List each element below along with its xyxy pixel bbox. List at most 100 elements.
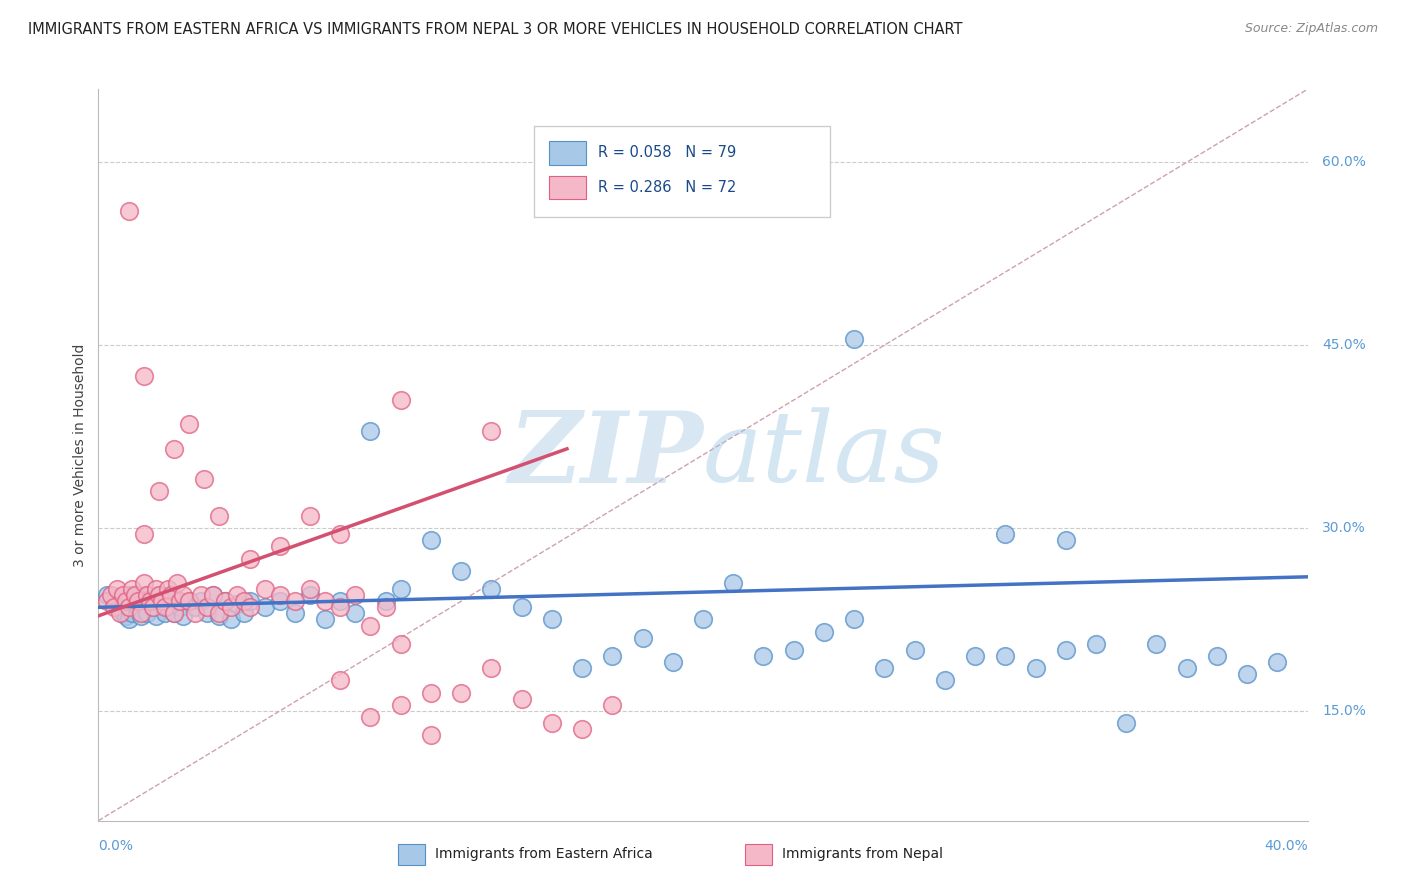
Point [360, 618, 382, 632]
Point [153, 607, 176, 621]
Point [904, 643, 927, 657]
Point [169, 600, 191, 615]
Point [965, 649, 987, 664]
Point [420, 728, 443, 742]
Text: atlas: atlas [703, 408, 946, 502]
Point [202, 588, 225, 602]
Point [420, 533, 443, 548]
Point [299, 508, 322, 523]
Text: R = 0.058   N = 79: R = 0.058 N = 79 [598, 145, 737, 161]
Point [118, 588, 141, 602]
Point [100, 588, 122, 602]
Point [269, 539, 291, 553]
Point [190, 594, 212, 608]
Point [202, 588, 225, 602]
Point [389, 698, 412, 712]
Text: 60.0%: 60.0% [1322, 155, 1367, 169]
Point [179, 417, 201, 432]
Point [208, 608, 231, 623]
Point [783, 643, 806, 657]
Point [1085, 637, 1108, 651]
Point [844, 332, 866, 346]
Point [1236, 667, 1258, 681]
Point [132, 588, 155, 602]
Point [172, 608, 194, 623]
Point [163, 442, 186, 456]
Point [153, 600, 176, 615]
Point [1054, 643, 1077, 657]
Point [314, 594, 336, 608]
Point [232, 607, 254, 621]
Point [344, 588, 367, 602]
Point [103, 600, 125, 615]
Point [344, 607, 367, 621]
Point [239, 594, 262, 608]
Text: Immigrants from Eastern Africa: Immigrants from Eastern Africa [434, 847, 652, 862]
Point [723, 576, 745, 591]
Point [163, 607, 186, 621]
Point [571, 661, 593, 675]
Point [135, 588, 157, 602]
Point [96, 594, 118, 608]
Point [284, 594, 307, 608]
Point [156, 600, 179, 615]
Point [221, 613, 243, 627]
Point [450, 686, 472, 700]
Point [661, 655, 683, 669]
Point [166, 576, 188, 591]
Point [118, 613, 141, 627]
Point [631, 631, 654, 645]
Point [103, 594, 125, 608]
Point [253, 582, 276, 596]
Point [160, 588, 183, 602]
Point [360, 424, 382, 438]
Point [1144, 637, 1167, 651]
Point [329, 527, 352, 541]
Point [179, 594, 201, 608]
Point [329, 600, 352, 615]
Point [184, 600, 207, 615]
Point [118, 204, 141, 219]
Text: 0.0%: 0.0% [98, 838, 134, 853]
Point [114, 608, 136, 623]
Point [232, 594, 254, 608]
Text: R = 0.286   N = 72: R = 0.286 N = 72 [598, 179, 737, 194]
Point [239, 551, 262, 566]
Point [135, 607, 157, 621]
Point [142, 600, 165, 615]
Point [129, 607, 152, 621]
Point [166, 594, 188, 608]
Text: 40.0%: 40.0% [1264, 838, 1308, 853]
Point [299, 582, 322, 596]
Text: ZIP: ZIP [508, 407, 703, 503]
Point [114, 594, 136, 608]
FancyBboxPatch shape [550, 176, 586, 199]
Point [450, 564, 472, 578]
Point [127, 594, 149, 608]
Text: Immigrants from Nepal: Immigrants from Nepal [782, 847, 942, 862]
Point [108, 600, 131, 615]
Text: 45.0%: 45.0% [1322, 338, 1365, 352]
Point [481, 582, 503, 596]
Point [420, 686, 443, 700]
Point [692, 613, 714, 627]
Point [124, 594, 146, 608]
Point [139, 594, 162, 608]
Point [145, 608, 167, 623]
Point [602, 698, 624, 712]
FancyBboxPatch shape [550, 141, 586, 164]
Point [571, 723, 593, 737]
Point [602, 649, 624, 664]
Point [208, 607, 231, 621]
Point [314, 613, 336, 627]
Point [389, 393, 412, 408]
Point [129, 608, 152, 623]
Point [1115, 716, 1137, 731]
Point [124, 588, 146, 602]
Point [127, 600, 149, 615]
Point [108, 607, 131, 621]
FancyBboxPatch shape [534, 126, 830, 218]
Point [299, 588, 322, 602]
Y-axis label: 3 or more Vehicles in Household: 3 or more Vehicles in Household [73, 343, 87, 566]
Point [148, 588, 170, 602]
